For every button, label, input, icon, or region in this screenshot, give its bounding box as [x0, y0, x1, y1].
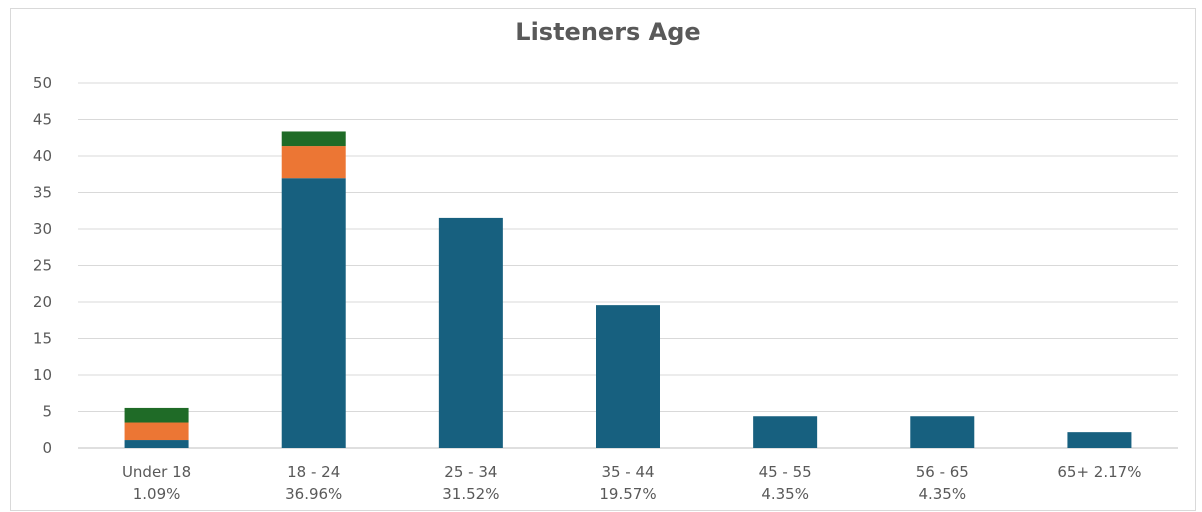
x-tick-label: 56 - 65	[916, 463, 969, 481]
y-tick-label: 20	[33, 293, 52, 311]
x-tick-label: 45 - 55	[759, 463, 812, 481]
x-tick-label: 19.57%	[599, 485, 656, 503]
x-tick-label: Under 18	[122, 463, 191, 481]
bar-segment-1	[124, 440, 189, 448]
bar-segment-3	[281, 131, 346, 147]
y-tick-label: 30	[33, 220, 52, 238]
y-tick-label: 35	[33, 184, 52, 202]
bar-segment-1	[910, 416, 975, 448]
y-tick-label: 5	[42, 403, 52, 421]
bar-segment-1	[281, 178, 346, 448]
y-tick-label: 25	[33, 257, 52, 275]
chart-title: Listeners Age	[515, 18, 701, 46]
bar-segment-2	[281, 146, 346, 179]
bar-segment-1	[753, 416, 818, 448]
x-tick-label: 65+ 2.17%	[1057, 463, 1141, 481]
x-tick-label: 25 - 34	[444, 463, 497, 481]
x-tick-label: 1.09%	[133, 485, 181, 503]
x-tick-label: 36.96%	[285, 485, 342, 503]
x-tick-label: 18 - 24	[287, 463, 340, 481]
x-tick-label: 35 - 44	[601, 463, 654, 481]
y-tick-label: 10	[33, 366, 52, 384]
x-tick-label: 31.52%	[442, 485, 499, 503]
x-tick-label: 4.35%	[918, 485, 966, 503]
bar-segment-2	[124, 422, 189, 441]
bar-segment-1	[1067, 432, 1132, 448]
y-tick-label: 0	[42, 439, 52, 457]
y-tick-label: 15	[33, 330, 52, 348]
x-tick-label: 4.35%	[761, 485, 809, 503]
y-tick-label: 40	[33, 147, 52, 165]
bar-segment-1	[438, 217, 503, 448]
bar-segment-3	[124, 407, 189, 423]
y-tick-label: 45	[33, 111, 52, 129]
y-tick-label: 50	[33, 74, 52, 92]
bar-segment-1	[596, 305, 660, 448]
